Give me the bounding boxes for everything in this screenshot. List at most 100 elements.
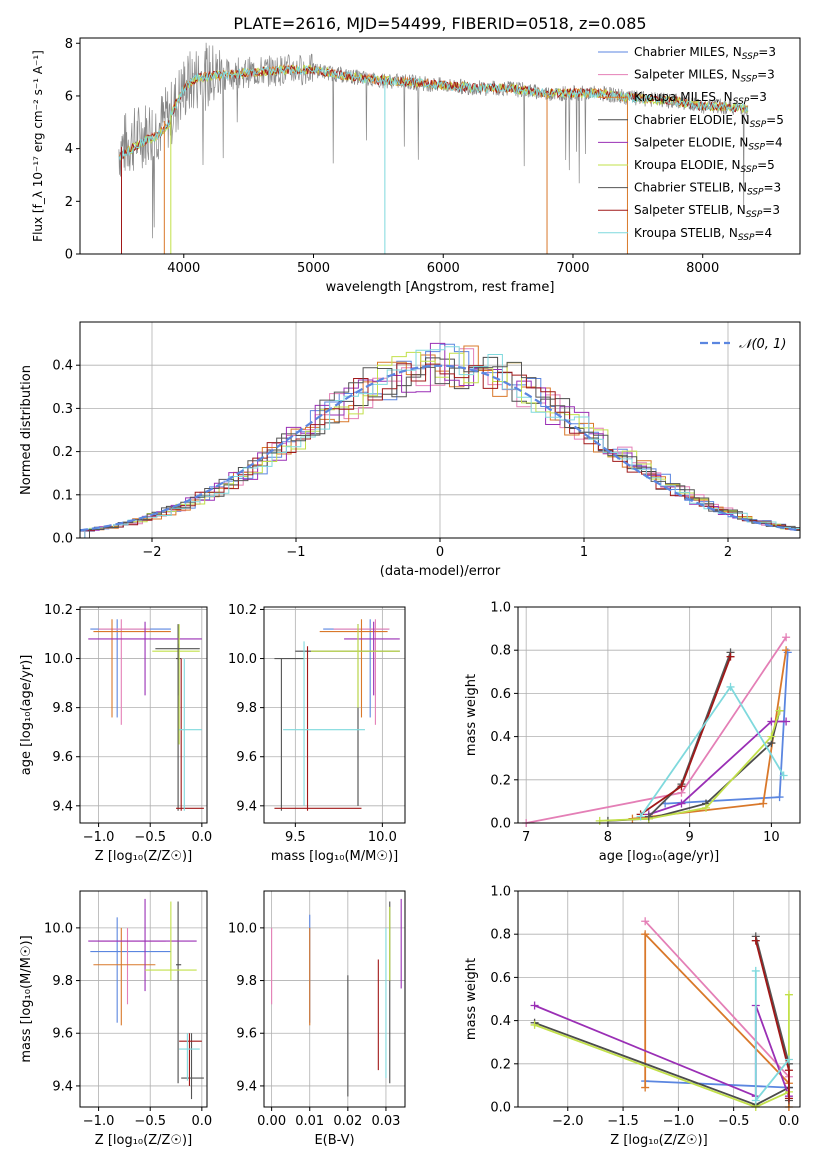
y-tick-label: 9.4: [236, 799, 257, 814]
data-point: [98, 927, 166, 1005]
data-point: [152, 624, 200, 745]
legend-label: Kroupa STELIB, NSSP=4: [634, 226, 772, 243]
axes-frame: [517, 890, 801, 1108]
x-tick-label: 8: [604, 830, 612, 845]
weight-series: [603, 706, 784, 825]
y-tick-label: 0.2: [490, 773, 511, 788]
weight-marker: [784, 990, 793, 999]
legend-label: Chabrier STELIB, NSSP=3: [634, 181, 781, 198]
x-tick-label: 1: [580, 545, 588, 560]
x-tick-label: 7: [522, 830, 530, 845]
y-tick-label: 4: [65, 142, 73, 157]
x-axis-label: Z [log₁₀(Z/Z☉)]: [610, 1133, 707, 1148]
weight-marker: [595, 816, 604, 825]
weight-line: [648, 720, 787, 816]
legend-label: Salpeter ELODIE, NSSP=4: [634, 135, 783, 152]
weight-marker: [775, 706, 784, 715]
data-point: [176, 901, 182, 1084]
y-tick-label: 1.0: [490, 601, 511, 616]
histogram-steps: [84, 342, 800, 538]
legend-label: Salpeter STELIB, NSSP=3: [634, 203, 780, 220]
y-tick-label: 10.2: [44, 603, 73, 618]
x-tick-label: 8000: [686, 261, 719, 276]
weight-series: [636, 682, 788, 821]
weight-line: [644, 920, 790, 1078]
weight-marker: [641, 917, 650, 926]
x-tick-label: 0.01: [295, 1114, 324, 1129]
axes-frame: [263, 606, 406, 824]
data-point: [323, 619, 390, 718]
x-tick-label: 9: [686, 830, 694, 845]
y-tick-label: 0.6: [490, 687, 511, 702]
weight-marker: [767, 732, 776, 741]
y-tick-label: 9.6: [52, 750, 73, 765]
legend-label: Chabrier ELODIE, NSSP=5: [634, 113, 784, 130]
y-axis-label: Normed distribution: [19, 365, 34, 495]
spectrum-chart: 4000 5000 6000 7000 8000 0 2 4 6 8 wavelength [Ang…: [31, 37, 801, 295]
y-tick-label: 10.0: [44, 921, 73, 936]
y-axis-label: mass weight: [464, 958, 479, 1040]
x-tick-label: −2.0: [552, 1114, 584, 1129]
y-tick-label: 0.1: [52, 488, 73, 503]
x-tick-label: −0.5: [134, 1114, 166, 1129]
x-tick-label: −1.0: [83, 1114, 115, 1129]
data-point: [90, 917, 171, 1023]
x-tick-label: 9.5: [285, 830, 306, 845]
y-tick-label: 0.3: [52, 402, 73, 417]
weight-marker: [702, 803, 710, 812]
y-axis-label: mass [log₁₀(M/M☉)]: [19, 935, 34, 1062]
weight-marker: [677, 782, 686, 791]
y-tick-label: 0.2: [490, 1057, 511, 1072]
x-tick-label: −1.0: [83, 830, 115, 845]
data-point: [274, 646, 362, 811]
data-point: [283, 641, 365, 806]
weight-marker: [641, 1083, 650, 1092]
age_vs_Z-chart: −1.0 −0.5 0.0 9.4 9.6 9.8 10.0 10.2 Z [log₁₀(Z/Z…: [19, 603, 212, 864]
y-tick-label: 9.8: [236, 701, 257, 716]
x-tick-label: −2: [142, 545, 161, 560]
histogram-steps: [84, 346, 800, 538]
y-tick-label: 0.0: [52, 532, 73, 547]
data-point: [179, 1033, 202, 1086]
axes-frame: [79, 321, 801, 539]
x-axis-label: Z [log₁₀(Z/Z☉)]: [95, 849, 192, 864]
x-axis-label: age [log₁₀(age/yr)]: [599, 849, 720, 864]
x-tick-label: 4000: [167, 261, 200, 276]
legend-label: Chabrier MILES, NSSP=3: [634, 45, 776, 62]
x-tick-label: 7000: [556, 261, 589, 276]
weight-marker: [677, 799, 686, 808]
data-point: [155, 643, 200, 696]
data-point: [311, 624, 400, 708]
y-tick-label: 10.2: [228, 603, 257, 618]
data-point: [98, 619, 151, 725]
x-axis-label: mass [log₁₀(M/M☉)]: [271, 849, 398, 864]
data-point: [88, 898, 197, 992]
weight-line: [534, 994, 790, 1108]
legend-label: Salpeter MILES, NSSP=3: [634, 68, 775, 85]
x-tick-label: −1.5: [607, 1114, 639, 1129]
y-tick-label: 0.0: [490, 1101, 511, 1116]
weight-marker: [767, 717, 776, 726]
x-tick-label: 0.03: [371, 1114, 400, 1129]
weight-marker: [751, 936, 760, 945]
figure-title: PLATE=2616, MJD=54499, FIBERID=0518, z=0…: [233, 14, 646, 33]
y-tick-label: 9.6: [52, 1027, 73, 1042]
weight_vs_Z-chart: −2.0 −1.5 −1.0 −0.5 0.0 0.0 0.2 0.4 0.6 0.8 1.0 Z […: [464, 885, 801, 1148]
y-tick-label: 9.4: [236, 1079, 257, 1094]
y-tick-label: 0.6: [490, 971, 511, 986]
spectrum-legend: Chabrier MILES, NSSP=3 Salpeter MILES, NS…: [598, 45, 784, 243]
y-tick-label: 2: [65, 195, 73, 210]
weight-series: [628, 646, 791, 823]
x-tick-label: −0.5: [134, 830, 166, 845]
x-tick-label: 5000: [297, 261, 330, 276]
mass_vs_Z-chart: −1.0 −0.5 0.0 9.4 9.6 9.8 10.0 Z [log₁₀(Z/Z☉)] m…: [19, 890, 212, 1148]
y-axis-label: mass weight: [464, 674, 479, 756]
weight-marker: [644, 812, 653, 821]
weight-marker: [530, 1020, 539, 1029]
x-tick-label: 10.0: [368, 830, 397, 845]
x-axis-label: E(B-V): [314, 1133, 354, 1148]
y-tick-label: 0.4: [490, 730, 511, 745]
data-point: [179, 658, 202, 811]
weight-marker: [726, 682, 735, 691]
